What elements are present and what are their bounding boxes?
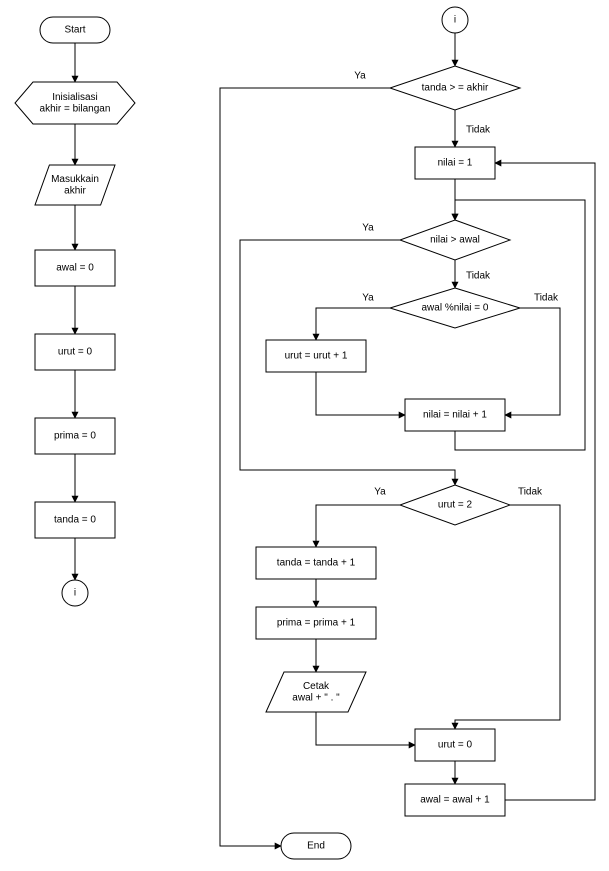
edge-label: Ya xyxy=(362,293,374,304)
flowchart-node: Cetakawal + " . " xyxy=(266,672,366,712)
node-label: tanda = 0 xyxy=(54,515,96,526)
node-label: urut = urut + 1 xyxy=(285,351,348,362)
flowchart-node: i xyxy=(442,7,468,33)
flowchart-node: urut = 0 xyxy=(415,729,495,761)
node-label: awal + " . " xyxy=(292,692,340,703)
flowchart-node: awal = 0 xyxy=(35,250,115,286)
node-label: nilai = nilai + 1 xyxy=(423,410,487,421)
node-label: nilai > awal xyxy=(430,235,480,246)
node-label: awal %nilai = 0 xyxy=(422,303,489,314)
flowchart-node: End xyxy=(281,833,351,859)
flowchart-canvas: Tidak Tidak Ya Tidak Ya Ya Tidak Ya Start Inisial… xyxy=(0,0,609,871)
node-label: tanda = tanda + 1 xyxy=(277,558,356,569)
node-label: akhir = bilangan xyxy=(40,103,111,114)
edge-label: Tidak xyxy=(466,271,491,282)
node-label: urut = 0 xyxy=(438,740,473,751)
edge-label: Tidak xyxy=(518,487,543,498)
flowchart-edge xyxy=(316,505,400,547)
node-label: urut = 0 xyxy=(58,347,93,358)
flowchart-edge xyxy=(220,88,390,846)
edge-label: Ya xyxy=(374,487,386,498)
flowchart-node: urut = urut + 1 xyxy=(266,340,366,372)
flowchart-node: urut = 2 xyxy=(400,485,510,525)
flowchart-node: i xyxy=(62,580,88,606)
flowchart-node: nilai = nilai + 1 xyxy=(405,399,505,431)
flowchart-edge xyxy=(495,163,595,800)
node-label: Inisialisasi xyxy=(52,92,98,103)
flowchart-edge xyxy=(316,308,390,340)
flowchart-edge xyxy=(316,712,415,745)
edge-label: Tidak xyxy=(466,125,491,136)
flowchart-node: Masukkainakhir xyxy=(35,165,115,205)
edge-label: Tidak xyxy=(534,293,559,304)
flowchart-node: awal = awal + 1 xyxy=(405,784,505,816)
flowchart-node: Inisialisasiakhir = bilangan xyxy=(15,82,135,124)
flowchart-node: Start xyxy=(40,17,110,43)
node-label: akhir xyxy=(64,185,86,196)
flowchart-node: prima = prima + 1 xyxy=(256,607,376,639)
node-label: prima = prima + 1 xyxy=(277,618,356,629)
flowchart-node: prima = 0 xyxy=(35,418,115,454)
node-label: i xyxy=(454,15,456,26)
node-label: awal = 0 xyxy=(56,263,94,274)
node-label: tanda > = akhir xyxy=(422,83,489,94)
edge-label: Ya xyxy=(354,71,366,82)
node-label: prima = 0 xyxy=(54,431,96,442)
flowchart-node: tanda > = akhir xyxy=(390,66,520,110)
node-label: Cetak xyxy=(303,681,330,692)
node-label: Start xyxy=(64,25,85,36)
flowchart-node: awal %nilai = 0 xyxy=(390,288,520,328)
node-label: nilai = 1 xyxy=(438,158,473,169)
node-label: Masukkain xyxy=(51,174,99,185)
flowchart-node: nilai > awal xyxy=(400,220,510,260)
flowchart-node: nilai = 1 xyxy=(415,147,495,179)
flowchart-node: tanda = 0 xyxy=(35,502,115,538)
flowchart-edge xyxy=(455,505,560,729)
flowchart-edge xyxy=(505,308,560,415)
node-label: End xyxy=(307,841,325,852)
node-label: awal = awal + 1 xyxy=(420,795,490,806)
flowchart-node: tanda = tanda + 1 xyxy=(256,547,376,579)
node-label: urut = 2 xyxy=(438,500,473,511)
node-label: i xyxy=(74,588,76,599)
flowchart-edge xyxy=(316,372,405,415)
edge-label: Ya xyxy=(362,223,374,234)
flowchart-node: urut = 0 xyxy=(35,334,115,370)
